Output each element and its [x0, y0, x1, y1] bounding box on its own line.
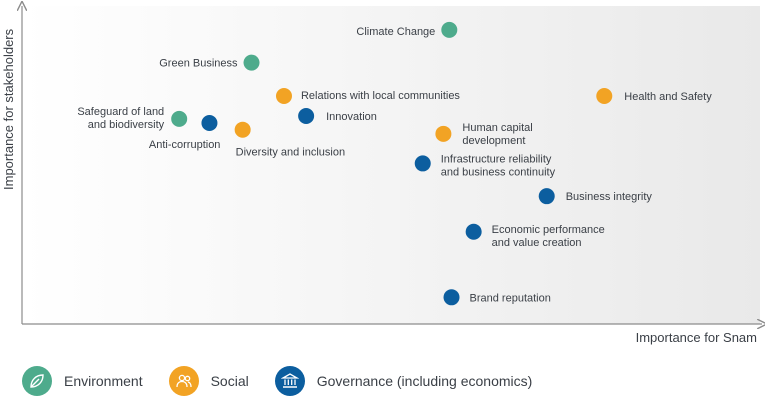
legend-item-social[interactable]: Social: [168, 366, 249, 396]
y-axis-label: Importance for stakeholders: [1, 28, 16, 190]
legend-item-governance[interactable]: Governance (including economics): [274, 366, 533, 396]
building-icon: [274, 366, 305, 396]
people-icon: [168, 366, 199, 396]
legend-item-environment[interactable]: Environment: [22, 366, 143, 396]
point-label-diversity-and-inclusion: Diversity and inclusion: [236, 147, 345, 159]
point-label-relations-with-local-communities: Relations with local communities: [301, 90, 460, 102]
point-relations-with-local-communities[interactable]: [275, 87, 292, 104]
plot-background: [22, 6, 760, 324]
point-label-innovation: Innovation: [326, 111, 377, 123]
point-diversity-and-inclusion[interactable]: [234, 121, 251, 138]
point-human-capital-development[interactable]: [435, 125, 452, 142]
point-climate-change[interactable]: [441, 21, 458, 38]
point-label-anti-corruption: Anti-corruption: [149, 139, 221, 151]
point-label-climate-change: Climate Change: [356, 26, 435, 38]
legend-label-environment: Environment: [64, 373, 143, 389]
point-safeguard-of-land-and-biodiversity[interactable]: [171, 110, 188, 127]
point-label-green-business: Green Business: [159, 58, 238, 70]
point-label-human-capital-development: Human capital development: [462, 122, 532, 147]
point-brand-reputation[interactable]: [443, 289, 460, 306]
point-health-and-safety[interactable]: [596, 87, 613, 104]
point-innovation[interactable]: [298, 108, 315, 125]
point-infrastructure-reliability-and-business-continuity[interactable]: [414, 155, 431, 172]
points-layer: Climate Change Green Business Safeguard of…: [77, 21, 712, 306]
point-label-business-integrity: Business integrity: [566, 191, 653, 203]
point-label-brand-reputation: Brand reputation: [470, 292, 551, 304]
leaf-icon: [22, 366, 52, 396]
legend-label-governance: Governance (including economics): [316, 373, 533, 389]
point-label-economic-performance-and-value-creation: Economic performance and value creation: [492, 224, 605, 249]
point-label-safeguard-of-land-and-biodiversity: Safeguard of land and biodiversity: [77, 106, 164, 131]
point-business-integrity[interactable]: [538, 188, 555, 205]
x-axis-label: Importance for Snam: [636, 330, 757, 345]
point-label-health-and-safety: Health and Safety: [624, 91, 712, 103]
legend: Environment Social: [22, 366, 558, 396]
point-anti-corruption[interactable]: [201, 115, 218, 132]
legend-label-social: Social: [210, 373, 249, 389]
point-economic-performance-and-value-creation[interactable]: [465, 223, 482, 240]
point-label-infrastructure-reliability-and-business-continuity: Infrastructure reliability and business c…: [441, 153, 556, 178]
point-green-business[interactable]: [243, 54, 260, 71]
